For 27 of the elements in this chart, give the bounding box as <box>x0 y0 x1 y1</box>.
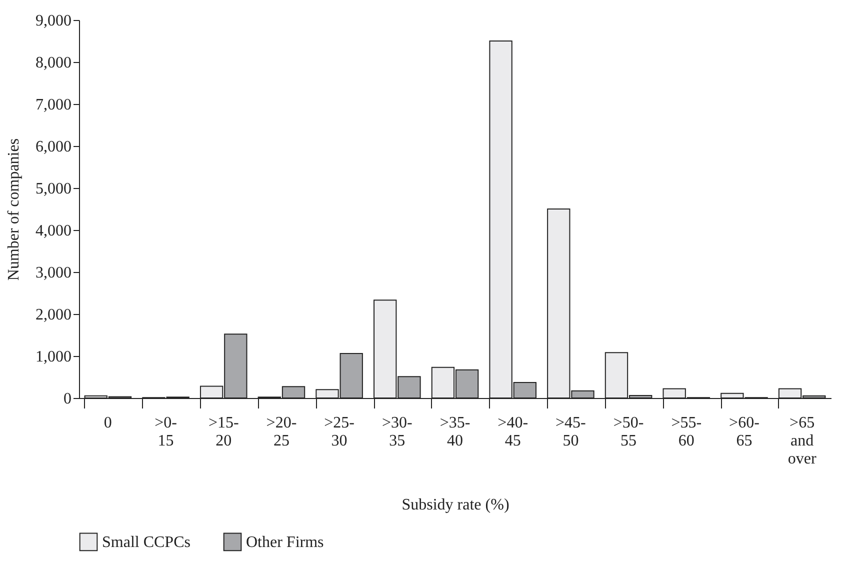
y-tick-label: 6,000 <box>36 138 72 156</box>
x-axis-title: Subsidy rate (%) <box>402 496 510 514</box>
x-tick-label: >50-55 <box>613 414 644 450</box>
x-tick-label: >15-20 <box>208 414 239 450</box>
y-tick-label: 4,000 <box>36 222 72 240</box>
y-tick-label: 3,000 <box>36 264 72 282</box>
y-tick-label: 8,000 <box>36 54 72 72</box>
y-tick-label: 0 <box>64 390 72 408</box>
x-tick-label: >35-40 <box>440 414 470 450</box>
x-tick-label: 0 <box>104 414 112 432</box>
y-axis-title: Number of companies <box>6 138 22 281</box>
y-tick-label: 5,000 <box>36 180 72 198</box>
y-tick-label: 9,000 <box>36 12 72 30</box>
legend-label: Small CCPCs <box>102 534 190 551</box>
x-tick-label: >45-50 <box>556 414 586 450</box>
y-tick-label: 7,000 <box>36 96 72 114</box>
y-tick-label: 2,000 <box>36 306 72 324</box>
legend-label: Other Firms <box>246 534 324 551</box>
y-tick-label: 1,000 <box>36 348 72 366</box>
x-tick-label: >60-65 <box>729 414 760 450</box>
x-tick-label: >20-25 <box>266 414 297 450</box>
x-tick-label: >40-45 <box>498 414 528 450</box>
x-tick-label: >25-30 <box>324 414 354 450</box>
x-tick-label: >30-35 <box>382 414 412 450</box>
x-tick-label: >65 and over <box>788 414 817 468</box>
x-tick-label: >55-60 <box>671 414 702 450</box>
x-tick-label: >0-15 <box>154 414 177 450</box>
